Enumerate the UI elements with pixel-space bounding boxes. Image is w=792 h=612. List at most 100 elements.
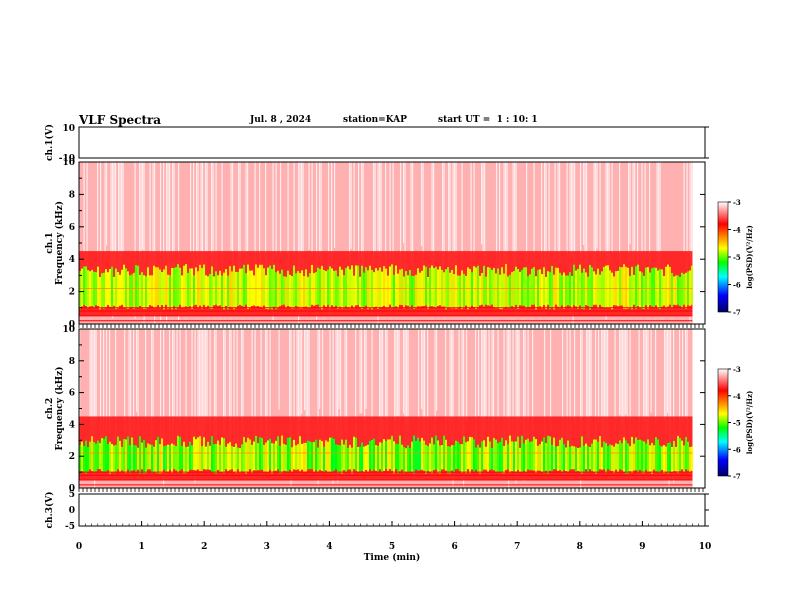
ch2-spectrogram-ytick-label: 4 [69,420,75,430]
ch2-spectrogram-psd-column [423,440,425,471]
ch1-spectrogram-white-streak [404,162,406,302]
ch2-spectrogram-white-streak [241,329,243,425]
ch2-spectrogram-white-streak [550,329,552,433]
ch1-spectrogram-psd-column [127,271,129,309]
ch2-spectrogram-psd-column [131,437,133,471]
ch2-spectrogram-psd-column [681,440,683,470]
ch2-spectrogram-white-streak [202,329,204,463]
ch1-spectrogram-white-streak [385,162,387,299]
ch2-spectrogram-psd-column [121,446,123,471]
ch2-spectrogram-psd-column [437,440,439,473]
ch2-spectrogram-white-streak [484,329,486,474]
ch1-spectrogram-white-streak [380,162,382,308]
ch2-spectrogram-psd-column [459,443,461,472]
ch1-spectrogram-psd-column [169,275,171,309]
ch1-spectrogram-psd-column [489,267,491,306]
ch2-spectrogram-white-streak [335,329,337,432]
ch1-spectrogram-psd-column [573,264,575,306]
ch1-spectrogram-white-streak [566,162,568,261]
ch1-spectrogram-psd-column [525,267,527,308]
ch2-spectrogram-white-streak [322,329,324,456]
ch2-spectrogram-psd-column [295,445,297,470]
ch1-spectrogram-psd-column [351,265,353,306]
ch2-spectrogram-white-streak [133,329,135,460]
ch2-spectrogram-white-streak [296,329,298,442]
ch2-spectrogram-psd-column [189,441,191,470]
ch1-spectrogram-white-streak [142,162,144,250]
ch2-spectrogram-psd-column [505,440,507,470]
ch1-spectrogram-psd-column [181,275,183,309]
ch2-spectrogram-psd-column [145,447,147,474]
ch2-spectrogram-psd-column [561,437,563,472]
ch2-spectrogram-white-streak [620,329,622,442]
ch1-spectrogram-psd-column [187,272,189,308]
ch2-spectrogram-psd-column [593,439,595,473]
ch2-spectrogram-psd-column [95,443,97,472]
ch2-spectrogram-psd-column [597,441,599,472]
ch1-spectrogram-white-streak [167,162,169,304]
ch1-spectrogram-psd-column [273,264,275,307]
xtick-label: 2 [201,542,207,552]
ch2-spectrogram-psd-column [385,441,387,470]
ch1-spectrogram-psd-column [595,274,597,305]
ch1-spectrogram-psd-column [397,273,399,309]
ch2-spectrogram-white-streak [169,329,171,453]
ch2-spectrogram-white-streak [394,329,396,435]
ch1-spectrogram-psd-column [531,268,533,305]
ch1-spectrogram-ylabel-channel: ch.1 [45,232,55,253]
ch1-spectrogram-psd-column [683,273,685,305]
ch2-spectrogram-psd-column [595,439,597,474]
ch1-spectrogram-white-streak [607,162,609,303]
ch1-spectrogram-psd-column [569,272,571,307]
ch1-spectrogram-psd-column [111,266,113,308]
ch1-spectrogram-white-streak [412,162,414,307]
ch2-spectrogram-psd-column [509,435,511,473]
ch2-spectrogram-white-streak [278,329,280,410]
ch1-spectrogram-white-streak [97,162,99,268]
ch2-spectrogram-psd-column [171,443,173,473]
ch1-spectrogram-white-streak [421,162,423,247]
ch1-spectrogram-psd-column [417,268,419,307]
ch1-spectrogram-psd-column [419,272,421,307]
ch2-spectrogram-psd-column [493,437,495,471]
ch2-spectrogram-psd-column [455,440,457,470]
ch2-spectrogram-psd-column [415,440,417,470]
ch1-spectrogram-psd-column [629,275,631,309]
ch2-spectrogram-white-streak [128,329,130,474]
ch2-spectrogram-white-streak [299,329,301,431]
ch1-spectrogram-psd-column [613,276,615,306]
ch2-spectrogram-white-streak [206,329,208,421]
ch2-spectrogram-psd-column [407,445,409,473]
ch2-spectrogram-psd-column [425,444,427,474]
ch1-spectrogram-psd-column [313,273,315,306]
ch2-spectrogram-psd-column [641,440,643,474]
ch2-spectrogram-white-streak [503,329,505,448]
ch1-spectrogram-psd-column [271,268,273,310]
ch2-spectrogram-psd-column [465,442,467,474]
ch2-spectrogram-white-streak [191,329,193,463]
ch2-spectrogram-white-streak [451,329,453,418]
ch1-spectrogram-white-streak [259,162,261,266]
ch2-spectrogram-ylabel-channel: ch.2 [45,398,55,419]
ch1-spectrogram-white-streak [571,162,573,259]
ch1-spectrogram-white-streak [496,162,498,305]
ch1-spectrogram-psd-column [249,270,251,308]
ch2-spectrogram-white-streak [625,329,627,415]
ch1-spectrogram-white-streak [569,162,571,317]
ch2-spectrogram-white-streak [482,329,484,464]
ch1-spectrogram-white-streak [389,162,391,313]
ch1-spectrogram-psd-column [347,266,349,308]
ch2-spectrogram-psd-column [489,441,491,470]
ch3-ylabel: ch.3(V) [44,492,55,529]
ch2-spectrogram-psd-column [125,439,127,474]
ch1-spectrogram-psd-column [447,267,449,308]
ch1-spectrogram-white-streak [649,162,651,302]
ch1-ytick-label: 10 [62,124,75,134]
ch2-spectrogram-white-streak [406,329,408,430]
ch2-spectrogram-psd-column [287,437,289,473]
ch2-spectrogram-psd-column [365,445,367,470]
ch1-spectrogram-white-streak [461,162,463,274]
ch1-spectrogram-white-streak [641,162,643,265]
ch1-spectrogram-white-streak [320,162,322,277]
ch2-spectrogram-white-streak [179,329,181,459]
